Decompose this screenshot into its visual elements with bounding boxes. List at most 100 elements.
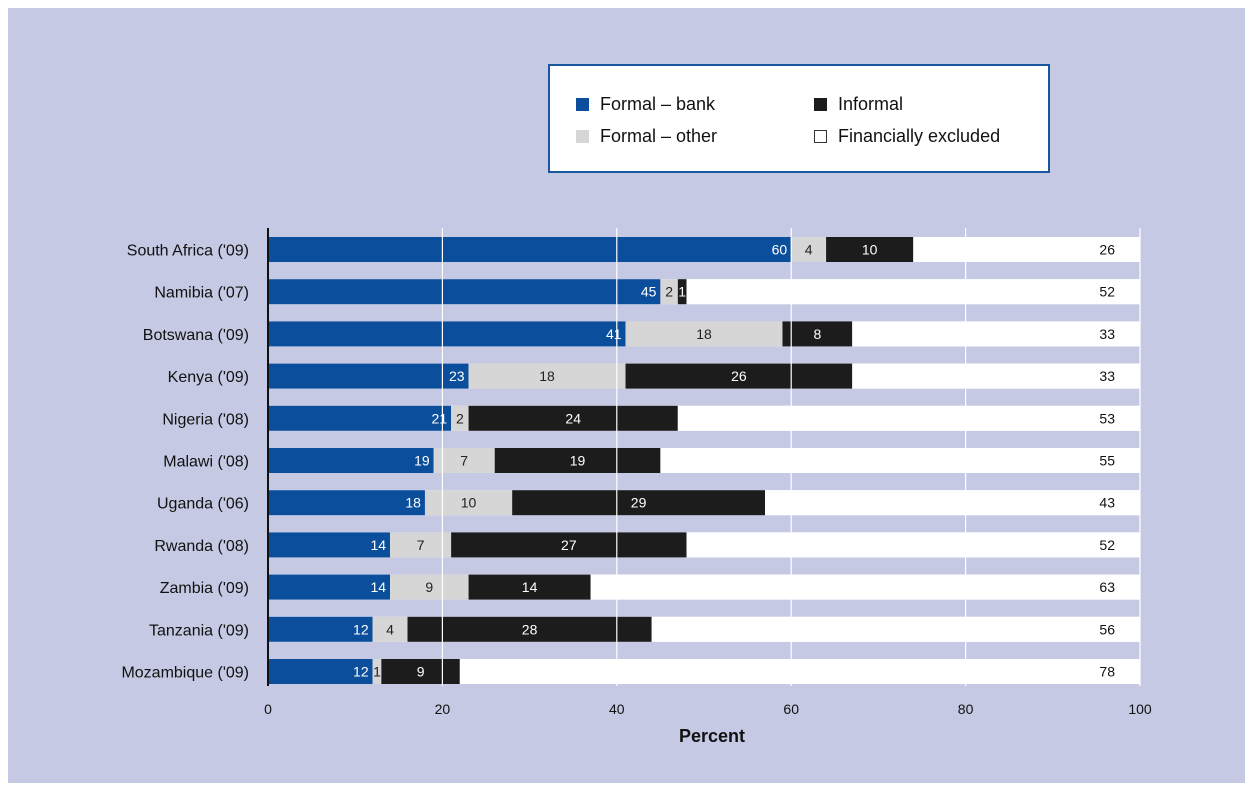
category-label-tanzania-09: Tanzania ('09) [149, 622, 249, 639]
legend-item-financially-excluded: Financially excluded [814, 126, 1000, 147]
data-label-formal-bank-tanzania-09: 12 [353, 621, 369, 637]
category-label-zambia-09: Zambia ('09) [160, 580, 249, 597]
data-label-informal-tanzania-09: 28 [522, 621, 538, 637]
bar-formal-bank-rwanda-08 [268, 532, 391, 558]
bar-formal-bank-botswana-09 [268, 321, 626, 347]
x-tick-label-100: 100 [1128, 701, 1152, 717]
bar-financially-excluded-malawi-08 [660, 448, 1140, 473]
data-label-formal-other-rwanda-08: 7 [417, 537, 425, 553]
bar-financially-excluded-botswana-09 [852, 321, 1140, 347]
data-label-informal-rwanda-08: 27 [561, 537, 577, 553]
bar-financially-excluded-rwanda-08 [686, 532, 1140, 558]
x-tick-label-60: 60 [783, 701, 799, 717]
category-label-south-africa-09: South Africa ('09) [127, 243, 249, 260]
data-label-financially-excluded-mozambique-09: 78 [1099, 664, 1115, 680]
bar-formal-other-rwanda-08 [390, 532, 452, 558]
x-tick-label-20: 20 [435, 701, 451, 717]
data-label-formal-bank-kenya-09: 23 [449, 368, 465, 384]
legend-swatch-formal-other [576, 130, 589, 143]
x-tick-label-80: 80 [958, 701, 974, 717]
bar-financially-excluded-nigeria-08 [677, 405, 1140, 431]
data-label-formal-other-tanzania-09: 4 [386, 621, 394, 637]
data-label-informal-namibia-07: 1 [678, 284, 686, 300]
bar-informal-zambia-09 [468, 574, 591, 600]
data-label-formal-bank-rwanda-08: 14 [371, 537, 387, 553]
bar-formal-bank-uganda-06 [268, 490, 425, 516]
data-label-formal-bank-south-africa-09: 60 [772, 242, 788, 258]
data-label-formal-other-kenya-09: 18 [539, 368, 555, 384]
legend-item-informal: Informal [814, 94, 903, 115]
category-label-mozambique-09: Mozambique ('09) [121, 665, 249, 682]
data-label-formal-bank-zambia-09: 14 [371, 579, 387, 595]
data-label-informal-uganda-06: 29 [631, 495, 647, 511]
bar-formal-bank-tanzania-09 [268, 616, 373, 642]
bar-informal-botswana-09 [782, 321, 853, 347]
bar-informal-uganda-06 [512, 490, 766, 516]
data-label-financially-excluded-malawi-08: 55 [1099, 453, 1115, 469]
x-tick-label-40: 40 [609, 701, 625, 717]
bar-formal-other-malawi-08 [433, 448, 495, 473]
legend-swatch-formal-bank [576, 98, 589, 111]
category-label-rwanda-08: Rwanda ('08) [154, 538, 249, 555]
data-label-formal-other-nigeria-08: 2 [456, 410, 464, 426]
data-label-financially-excluded-namibia-07: 52 [1099, 284, 1115, 300]
data-label-informal-mozambique-09: 9 [417, 664, 425, 680]
bar-formal-other-mozambique-09 [372, 659, 382, 684]
category-label-uganda-06: Uganda ('06) [157, 496, 249, 513]
data-label-formal-bank-uganda-06: 18 [405, 495, 421, 511]
legend-swatch-financially-excluded [814, 130, 827, 143]
category-label-namibia-07: Namibia ('07) [154, 285, 249, 302]
data-label-formal-other-uganda-06: 10 [461, 495, 477, 511]
bar-formal-other-uganda-06 [424, 490, 513, 516]
x-axis-title: Percent [678, 726, 746, 746]
bar-informal-south-africa-09 [826, 237, 914, 262]
bar-formal-other-kenya-09 [468, 363, 626, 389]
legend-label-informal: Informal [838, 94, 904, 114]
legend-label-financially-excluded: Financially excluded [838, 126, 1001, 146]
data-label-formal-bank-malawi-08: 19 [414, 453, 430, 469]
data-label-financially-excluded-nigeria-08: 53 [1099, 410, 1115, 426]
bar-financially-excluded-tanzania-09 [651, 616, 1140, 642]
data-label-informal-south-africa-09: 10 [862, 242, 878, 258]
bar-informal-namibia-07 [677, 279, 687, 305]
data-label-formal-other-south-africa-09: 4 [805, 242, 813, 258]
data-label-informal-malawi-08: 19 [570, 453, 586, 469]
x-tick-label-0: 0 [264, 701, 272, 717]
bar-formal-bank-mozambique-09 [268, 659, 373, 684]
bar-formal-other-botswana-09 [625, 321, 783, 347]
data-label-formal-bank-botswana-09: 41 [606, 326, 622, 342]
data-label-informal-zambia-09: 14 [522, 579, 538, 595]
category-label-botswana-09: Botswana ('09) [143, 327, 249, 344]
data-label-informal-kenya-09: 26 [731, 368, 747, 384]
data-label-formal-other-malawi-08: 7 [460, 453, 468, 469]
data-label-financially-excluded-botswana-09: 33 [1099, 326, 1115, 342]
data-label-formal-bank-namibia-07: 45 [641, 284, 657, 300]
bar-informal-nigeria-08 [468, 405, 678, 431]
bar-formal-other-south-africa-09 [791, 237, 827, 262]
bar-formal-other-tanzania-09 [372, 616, 408, 642]
bar-financially-excluded-namibia-07 [686, 279, 1140, 305]
bar-financially-excluded-zambia-09 [590, 574, 1140, 600]
legend-swatch-informal [814, 98, 827, 111]
legend-label-formal-bank: Formal – bank [600, 94, 716, 114]
legend: Formal – bank Informal Formal – other Fi… [548, 64, 1050, 173]
data-label-formal-other-namibia-07: 2 [665, 284, 673, 300]
data-label-financially-excluded-rwanda-08: 52 [1099, 537, 1115, 553]
bar-financially-excluded-uganda-06 [765, 490, 1140, 516]
bar-formal-bank-south-africa-09 [268, 237, 792, 262]
category-label-malawi-08: Malawi ('08) [163, 454, 249, 471]
bar-formal-bank-nigeria-08 [268, 405, 452, 431]
data-label-informal-nigeria-08: 24 [565, 410, 581, 426]
category-label-kenya-09: Kenya ('09) [168, 369, 249, 386]
bar-financially-excluded-south-africa-09 [913, 237, 1140, 262]
bar-informal-mozambique-09 [381, 659, 460, 684]
bar-formal-other-nigeria-08 [451, 405, 469, 431]
data-label-formal-other-zambia-09: 9 [425, 579, 433, 595]
data-label-financially-excluded-uganda-06: 43 [1099, 495, 1115, 511]
bar-formal-bank-malawi-08 [268, 448, 434, 473]
bar-informal-rwanda-08 [451, 532, 687, 558]
category-label-nigeria-08: Nigeria ('08) [162, 411, 249, 428]
legend-label-formal-other: Formal – other [600, 126, 718, 146]
data-label-financially-excluded-zambia-09: 63 [1099, 579, 1115, 595]
bar-financially-excluded-mozambique-09 [459, 659, 1141, 684]
